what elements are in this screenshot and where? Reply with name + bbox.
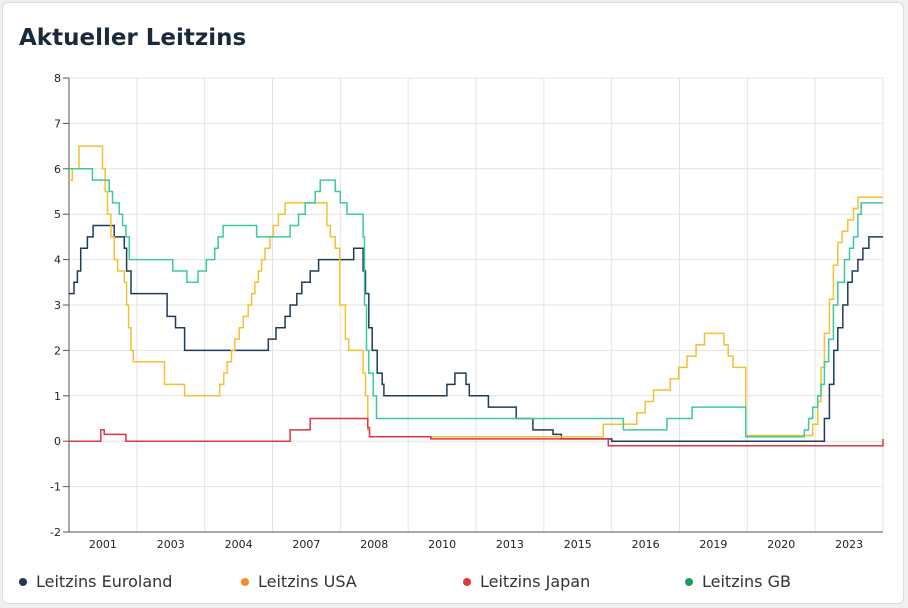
y-tick-label: 5 [54,208,61,221]
legend-label: Leitzins Japan [480,572,591,591]
y-tick-label: 3 [54,299,61,312]
y-tick-label: 1 [54,390,61,403]
y-tick-label: 8 [54,72,61,85]
legend-dot-icon [685,577,693,586]
y-tick-label: 6 [54,163,61,176]
series-line-3 [69,168,883,438]
legend-label: Leitzins Euroland [36,572,173,591]
legend-item[interactable]: Leitzins GB [685,572,791,591]
x-tick-label: 2008 [360,538,388,551]
legend-dot-icon [463,577,471,586]
series-group [69,145,884,447]
y-tick-label: 4 [54,254,61,267]
y-tick-label: -2 [50,526,61,539]
axes: -2 -1 0 1 2 3 4 5 6 7 8 2001 2003 2004 2007 2008 2010 201… [50,72,883,551]
series-line-1 [69,145,883,438]
legend-dot-icon [19,577,27,586]
x-tick-label: 2016 [632,538,660,551]
y-tick-label: 0 [54,435,61,448]
page-title: Aktueller Leitzins [19,25,247,51]
y-tick-label: 7 [54,117,61,130]
legend-label: Leitzins USA [258,572,357,591]
series-line-2 [69,417,884,447]
y-tick-label: -1 [50,481,61,494]
grid [68,77,884,533]
x-tick-label: 2007 [292,538,320,551]
legend-item[interactable]: Leitzins Euroland [19,572,172,591]
x-tick-label: 2020 [767,538,795,551]
x-tick-label: 2023 [835,538,863,551]
x-tick-label: 2015 [564,538,592,551]
x-tick-label: 2001 [89,538,117,551]
x-tick-label: 2003 [157,538,185,551]
line-chart: -2 -1 0 1 2 3 4 5 6 7 8 2001 2003 2004 2007 2008 2010 201… [50,72,884,551]
x-tick-label: 2010 [428,538,456,551]
x-tick-label: 2013 [496,538,524,551]
y-tick-label: 2 [54,344,61,357]
x-tick-label: 2019 [699,538,727,551]
legend-item[interactable]: Leitzins Japan [463,572,590,591]
series-line-0 [69,224,883,442]
x-tick-label: 2004 [225,538,253,551]
legend-label: Leitzins GB [702,572,791,591]
legend: Leitzins Euroland Leitzins USA Leitzins Ja… [3,572,905,596]
legend-dot-icon [241,577,249,586]
legend-item[interactable]: Leitzins USA [241,572,357,591]
